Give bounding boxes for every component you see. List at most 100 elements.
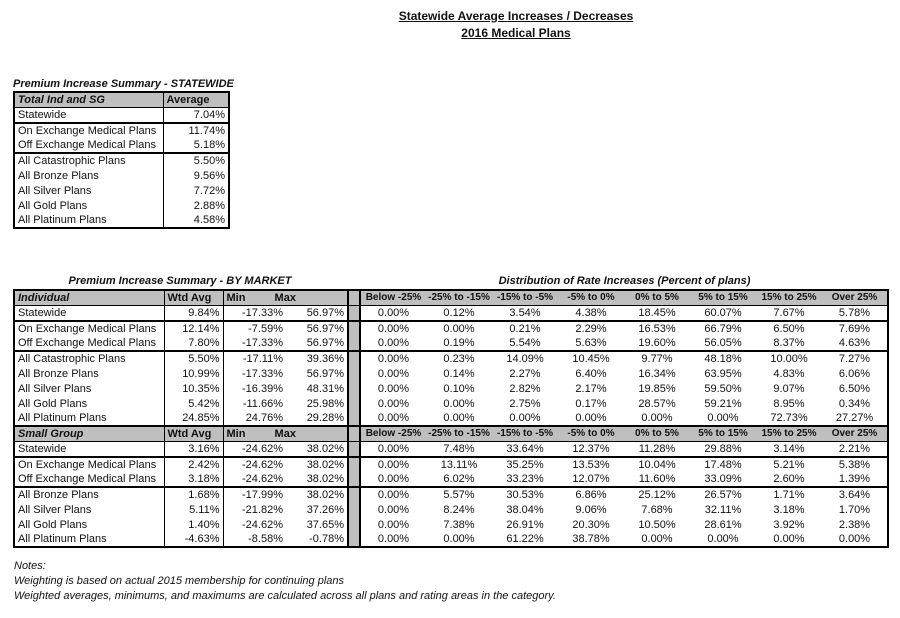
max-cell: 38.02% <box>286 441 348 458</box>
dist-value-cell: 19.85% <box>638 382 676 395</box>
dist-value-cell: 0.21% <box>509 323 541 335</box>
dist-value-cell: 0.00% <box>838 533 871 545</box>
dist-value-cell: 0.00% <box>492 411 558 427</box>
dist-value-cell: 2.75% <box>509 397 541 410</box>
dist-value-cell: 72.73% <box>756 411 822 427</box>
dist-header-cell: 5% to 15% <box>690 290 756 306</box>
dist-value-cell: 8.37% <box>756 336 822 352</box>
min-cell: -16.39% <box>242 382 283 395</box>
dist-value-cell: 11.60% <box>624 472 690 488</box>
min-cell: -24.62% <box>242 518 283 531</box>
dist-value-cell: 0.00% <box>443 397 475 410</box>
dist-value-cell: 5.63% <box>558 336 624 352</box>
wtd-avg-cell: 3.18% <box>164 472 224 488</box>
table-row: Statewide 9.84% -17.33% 56.97% 0.00% 0.12% 3.5… <box>14 305 888 322</box>
dist-header-cell: 15% to 25% <box>756 426 822 442</box>
dist-value-cell: 0.00% <box>360 336 426 352</box>
plan-label-cell: Off Exchange Medical Plans <box>14 138 164 154</box>
average-value-cell: 4.58% <box>193 214 225 226</box>
notes: Notes: Weighting is based on actual 2015… <box>14 559 556 604</box>
table-row: All Bronze Plans 9.56% <box>14 168 229 183</box>
table-row: Statewide 3.16% -24.62% 38.02% 0.00% 7.48% 33.… <box>14 441 888 458</box>
dist-value-cell: 1.70% <box>838 503 871 516</box>
plan-label-cell: Statewide <box>14 107 164 124</box>
dist-value-cell: 2.21% <box>822 441 888 458</box>
dist-value-cell: 3.14% <box>756 441 822 458</box>
max-cell: 37.65% <box>306 518 344 531</box>
distribution-title: Distribution of Rate Increases (Percent … <box>498 275 751 287</box>
table-spacer <box>347 351 361 366</box>
table-spacer <box>347 290 361 306</box>
dist-value-cell: 13.11% <box>440 459 478 471</box>
dist-value-cell: 5.57% <box>443 489 475 501</box>
min-header-label: Min <box>226 428 246 440</box>
dist-value-cell: 6.06% <box>838 367 871 380</box>
col-header-total-ind-sg: Total Ind and SG <box>14 92 164 108</box>
dist-value-cell: 16.53% <box>638 323 676 335</box>
dist-value-cell: 29.88% <box>690 441 756 458</box>
dist-header-cell: -5% to 0% <box>558 290 624 306</box>
max-cell: 39.36% <box>306 353 344 365</box>
dist-value-cell: 28.61% <box>704 518 742 531</box>
plan-label-cell: All Platinum Plans <box>14 411 165 427</box>
dist-value-cell: 2.82% <box>509 382 541 395</box>
plan-label-cell: Off Exchange Medical Plans <box>14 472 165 488</box>
wtd-avg-cell: 2.42% <box>164 457 224 472</box>
dist-value-cell: 12.07% <box>558 472 624 488</box>
plan-label-cell: All Silver Plans <box>14 502 165 517</box>
table-row: Off Exchange Medical Plans 7.80% -17.33% 56… <box>14 336 888 352</box>
max-cell: 56.97% <box>306 367 344 380</box>
wtd-avg-cell: 24.85% <box>164 411 224 427</box>
plan-label-cell: All Platinum Plans <box>14 532 165 547</box>
table-spacer <box>347 472 361 488</box>
table-spacer <box>347 366 361 381</box>
average-value-cell: 5.50% <box>193 155 225 167</box>
dist-value-cell: 9.06% <box>575 503 607 516</box>
dist-header-cell: 15% to 25% <box>756 290 822 306</box>
table-spacer <box>347 441 361 458</box>
min-cell: -21.82% <box>242 503 283 516</box>
max-header-label: Max <box>274 292 296 304</box>
dist-value-cell: 20.30% <box>572 518 610 531</box>
max-cell: 38.02% <box>306 489 344 501</box>
dist-value-cell: 27.27% <box>822 411 888 427</box>
dist-value-cell: 8.95% <box>773 397 805 410</box>
dist-value-cell: 0.00% <box>443 323 475 335</box>
plan-label-cell: All Gold Plans <box>14 198 164 213</box>
table-row: On Exchange Medical Plans 11.74% <box>14 123 229 138</box>
section-label-cell: Small Group <box>14 426 165 442</box>
wtd-avg-cell: 10.99% <box>164 366 224 381</box>
dist-header-cell: -5% to 0% <box>558 426 624 442</box>
dist-value-cell: 4.38% <box>558 305 624 322</box>
average-value-cell: 2.88% <box>193 199 225 212</box>
max-header-label: Max <box>274 428 296 440</box>
dist-value-cell: 0.00% <box>360 411 426 427</box>
plan-label-cell: All Bronze Plans <box>14 487 165 502</box>
wtd-avg-cell: 1.68% <box>164 487 224 502</box>
dist-value-cell: 0.00% <box>773 533 805 545</box>
dist-header-cell: Over 25% <box>822 290 888 306</box>
plan-label-cell: Statewide <box>14 305 165 322</box>
table-row: All Platinum Plans 4.58% <box>14 213 229 228</box>
dist-value-cell: 0.00% <box>624 411 690 427</box>
dist-value-cell: 26.57% <box>704 489 742 501</box>
plan-label-cell: All Gold Plans <box>14 396 165 411</box>
statewide-summary-title: Premium Increase Summary - STATEWIDE <box>13 78 234 90</box>
min-cell: -8.58% <box>248 533 283 545</box>
wtd-avg-cell: 5.50% <box>164 351 224 366</box>
plan-label-cell: On Exchange Medical Plans <box>14 457 165 472</box>
dist-value-cell: 2.38% <box>838 518 871 531</box>
dist-value-cell: 0.00% <box>360 472 426 488</box>
wtd-avg-header-cell: Wtd Avg <box>164 290 224 306</box>
dist-value-cell: 2.17% <box>575 382 607 395</box>
page-title-line1: Statewide Average Increases / Decreases <box>398 9 634 23</box>
dist-value-cell: 16.34% <box>638 367 676 380</box>
dist-value-cell: 5.54% <box>492 336 558 352</box>
dist-header-cell: Below -25% <box>360 290 426 306</box>
col-header-average: Average <box>163 92 229 108</box>
dist-value-cell: 0.00% <box>377 323 410 335</box>
dist-value-cell: 59.50% <box>704 382 742 395</box>
dist-header-cell: -25% to -15% <box>426 426 492 442</box>
page-title-line2: 2016 Medical Plans <box>461 26 571 40</box>
table-row: All Bronze Plans 1.68% -17.99% 38.02% 0.00% 5… <box>14 487 888 502</box>
